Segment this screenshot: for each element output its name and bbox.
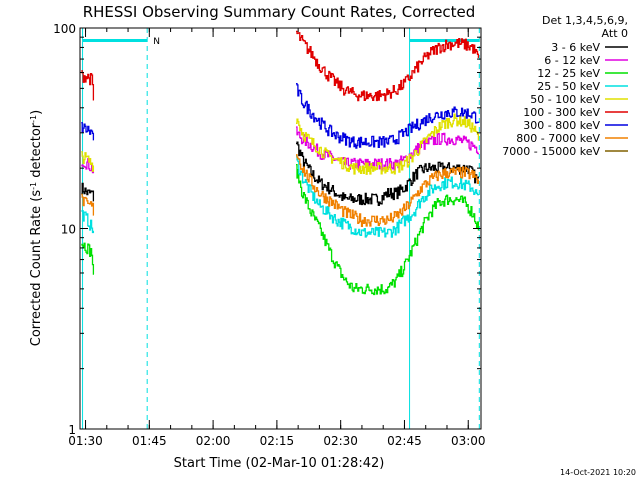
- legend-header-line1: Det 1,3,4,5,6,9,: [542, 14, 628, 27]
- x-tick-label: 01:45: [132, 434, 167, 448]
- legend-entry-label: 50 - 100 keV: [530, 93, 600, 106]
- series-line: [81, 193, 95, 216]
- series-line: [296, 163, 480, 296]
- legend-entry-label: 300 - 800 keV: [523, 119, 600, 132]
- legend-header-line2: Att 0: [602, 27, 628, 40]
- series-line: [296, 154, 480, 227]
- plot-area: N: [81, 28, 480, 429]
- x-tick-label: 02:30: [323, 434, 358, 448]
- x-tick-label: 02:00: [196, 434, 231, 448]
- timestamp: 14-Oct-2021 10:20: [560, 468, 636, 477]
- series-line: [81, 182, 95, 202]
- legend-entry-label: 7000 - 15000 keV: [502, 145, 600, 158]
- series-line: [296, 82, 480, 149]
- series-line: [81, 122, 95, 141]
- series-line: [81, 151, 95, 172]
- x-axis: 01:30 01:45 02:00 02:15 02:30 02:45 03:00: [68, 28, 486, 448]
- x-axis-label: Start Time (02-Mar-10 01:28:42): [174, 456, 385, 471]
- y-axis: 1 10 100: [53, 22, 481, 437]
- y-axis-label: Corrected Count Rate (s-1 detector-1): [29, 110, 45, 346]
- cyan-band-left: [82, 39, 148, 42]
- x-tick-label: 03:00: [451, 434, 486, 448]
- legend-entry-label: 25 - 50 keV: [537, 80, 600, 93]
- series-line: [81, 70, 95, 101]
- chart-title: RHESSI Observing Summary Count Rates, Co…: [83, 3, 476, 21]
- series-line: [296, 113, 480, 175]
- x-tick-label: 02:45: [387, 434, 422, 448]
- x-tick-label: 02:15: [260, 434, 295, 448]
- y-tick-label: 1: [68, 423, 76, 437]
- cyan-band-right: [409, 39, 480, 42]
- x-tick-label: 01:30: [68, 434, 103, 448]
- y-tick-label: 100: [53, 22, 76, 36]
- series-line: [296, 30, 480, 102]
- legend-entry-label: 100 - 300 keV: [523, 106, 600, 119]
- legend-entry-label: 6 - 12 keV: [544, 54, 600, 67]
- series-line: [296, 141, 480, 207]
- legend-entry-label: 800 - 7000 keV: [516, 132, 600, 145]
- legend-entry-label: 3 - 6 keV: [551, 41, 600, 54]
- series-line: [296, 155, 480, 238]
- series-line: [296, 126, 480, 171]
- series-line: [81, 210, 95, 234]
- legend-entry-label: 12 - 25 keV: [537, 67, 600, 80]
- y-tick-label: 10: [61, 223, 76, 237]
- marker-label: N: [153, 37, 160, 47]
